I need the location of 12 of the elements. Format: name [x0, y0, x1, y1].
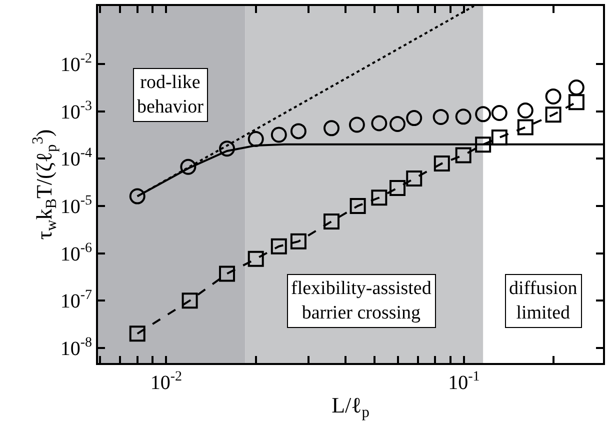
y-tick-label: 10$^{-8}$ — [60, 336, 92, 360]
y-tick-label: 10$^{-6}$ — [60, 240, 92, 266]
band-label: diffusion limited — [509, 278, 578, 324]
band-label: flexibility-assisted barrier crossing — [291, 278, 432, 324]
band-label: rod-like behavior — [137, 72, 204, 118]
y-tick-label: 10$^{-4}$ — [60, 146, 92, 171]
y-tick-label: 10$^{-7}$ — [60, 288, 92, 313]
y-tick-label: 10$^{-3}$ — [60, 98, 92, 124]
x-axis-title: L/ℓ$_{p}$ — [332, 392, 370, 422]
y-tick-label: 10$^{-2}$ — [60, 52, 92, 76]
y-tick-label: 10$^{-5}$ — [60, 194, 92, 218]
x-tick-label: 10$^{-1}$ — [448, 370, 480, 394]
